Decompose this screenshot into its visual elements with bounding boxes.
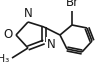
Text: Br: Br: [65, 0, 79, 9]
Text: N: N: [47, 37, 56, 50]
Text: CH₃: CH₃: [0, 54, 10, 64]
Text: N: N: [24, 7, 32, 20]
Text: O: O: [4, 29, 13, 42]
